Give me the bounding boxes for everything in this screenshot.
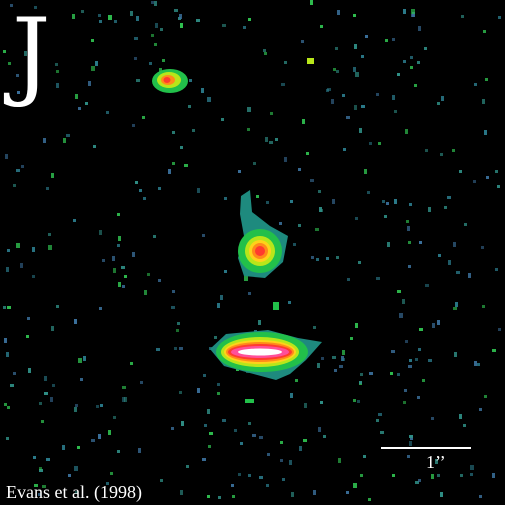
source-center <box>238 190 288 278</box>
filter-band-label: J <box>12 0 51 110</box>
source-elongated-galaxy <box>210 330 322 380</box>
background-noise <box>3 0 501 501</box>
scale-bar-label: 1’’ <box>426 452 446 472</box>
faint-blips <box>245 58 314 403</box>
credit-text: Evans et al. (1998) <box>6 482 142 502</box>
scale-bar <box>381 447 471 449</box>
source-top-left <box>152 69 188 93</box>
